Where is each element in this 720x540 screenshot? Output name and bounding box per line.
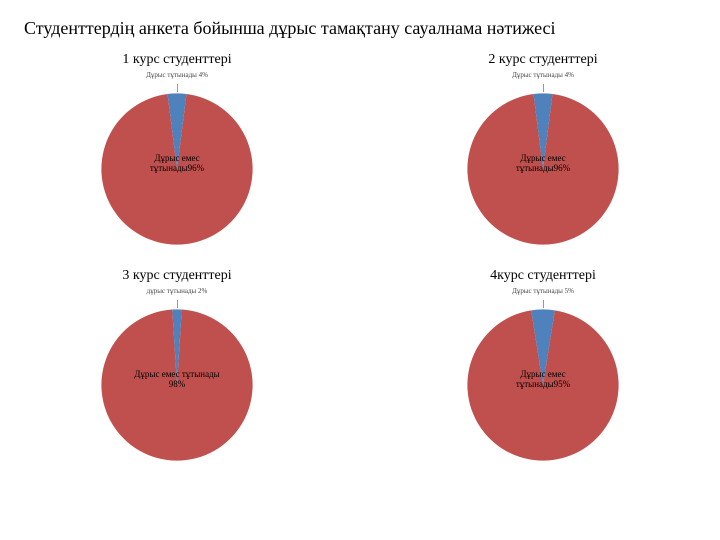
- chart-cell-3: 3 курс студенттері дұрыс тұтынады 2% Дұр…: [24, 268, 330, 466]
- page-title: Студенттердің анкета бойынша дұрыс тамақ…: [24, 16, 696, 40]
- leader-line-3: [177, 300, 178, 308]
- center-label-4: Дұрыс емес тұтынады95%: [498, 370, 588, 390]
- chart-title-2: 2 курс студенттері: [488, 52, 597, 68]
- chart-title-1: 1 курс студенттері: [122, 52, 231, 68]
- top-label-4: Дұрыс тұтынады 5%: [512, 288, 574, 295]
- pie-wrap-2: Дұрыс тұтынады 4% Дұрыс емес тұтынады96%: [453, 70, 633, 250]
- chart-title-4: 4курс студенттері: [490, 268, 596, 284]
- top-label-3: дұрыс тұтынады 2%: [147, 288, 208, 295]
- center-label-1: Дұрыс емес тұтынады96%: [132, 154, 222, 174]
- chart-cell-2: 2 курс студенттері Дұрыс тұтынады 4% Дұр…: [390, 52, 696, 250]
- chart-cell-1: 1 курс студенттері Дұрыс тұтынады 4% Дұр…: [24, 52, 330, 250]
- pie-wrap-1: Дұрыс тұтынады 4% Дұрыс емес тұтынады96%: [87, 70, 267, 250]
- leader-line-2: [543, 84, 544, 92]
- chart-title-3: 3 курс студенттері: [122, 268, 231, 284]
- charts-grid: 1 курс студенттері Дұрыс тұтынады 4% Дұр…: [24, 52, 696, 466]
- chart-cell-4: 4курс студенттері Дұрыс тұтынады 5% Дұры…: [390, 268, 696, 466]
- center-label-3: Дұрыс емес тұтынады 98%: [132, 370, 222, 390]
- center-label-2: Дұрыс емес тұтынады96%: [498, 154, 588, 174]
- pie-wrap-3: дұрыс тұтынады 2% Дұрыс емес тұтынады 98…: [87, 286, 267, 466]
- top-label-1: Дұрыс тұтынады 4%: [146, 72, 208, 79]
- pie-wrap-4: Дұрыс тұтынады 5% Дұрыс емес тұтынады95%: [453, 286, 633, 466]
- leader-line-1: [177, 84, 178, 92]
- leader-line-4: [543, 300, 544, 308]
- top-label-2: Дұрыс тұтынады 4%: [512, 72, 574, 79]
